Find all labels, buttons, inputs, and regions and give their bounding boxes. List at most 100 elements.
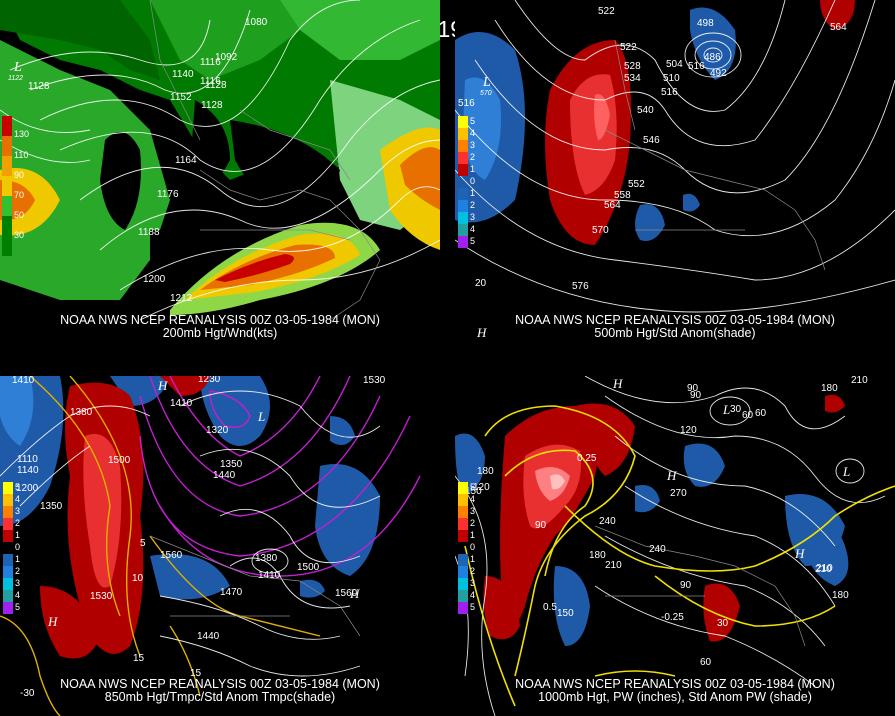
map-200mb: 1080 1092 1116 1128 1128 1140 1116 1152 …	[0, 0, 440, 340]
low-marker: L	[842, 464, 850, 479]
legend-label: 4	[15, 494, 20, 504]
contour-label: 1164	[175, 155, 197, 166]
temp-label: 15	[133, 653, 145, 664]
contour-label: 1200	[143, 274, 166, 285]
high-marker: H	[47, 614, 58, 629]
map-1000mb: 60 90 180 210 120 60 30 60 180 150 120 9…	[455, 376, 895, 716]
legend-label: 70	[14, 190, 24, 200]
low-marker: L	[482, 75, 491, 90]
legend-label: 3	[15, 578, 20, 588]
legend-label: 2	[470, 518, 475, 528]
contour-label: 1128	[28, 81, 50, 92]
legend-label: 1	[15, 554, 20, 564]
map-500mb: 522 498 522 528 534 504 516 516 510 492 …	[455, 0, 895, 340]
contour-label: 534	[624, 73, 641, 84]
contour-label: 210	[851, 376, 868, 386]
legend-label: 0	[15, 542, 20, 552]
legend-label: 130	[14, 129, 29, 139]
legend-label: 3	[470, 140, 475, 150]
contour-label: 60	[755, 408, 767, 419]
contour-label: 1140	[172, 69, 194, 80]
panel-1000mb: 60 90 180 210 120 60 30 60 180 150 120 9…	[455, 376, 895, 716]
contour-label: 552	[628, 179, 645, 190]
contour-label: 504	[666, 59, 683, 70]
temp-label: 5	[140, 538, 146, 549]
legend-label: 5	[470, 482, 475, 492]
contour-label: 1500	[108, 455, 131, 466]
contour-label: 180	[832, 590, 849, 601]
contour-label: 1350	[220, 459, 243, 470]
contour-label: 528	[624, 61, 641, 72]
contour-label: 180	[821, 383, 838, 394]
legend-label: 1	[470, 188, 475, 198]
legend-label: 5	[15, 482, 20, 492]
contour-label: 20	[475, 278, 487, 289]
legend-label: 1	[470, 554, 475, 564]
contour-label: 1380	[255, 553, 278, 564]
contour-label: 1230	[198, 376, 221, 385]
contour-label: 1140	[17, 465, 39, 476]
legend-label: 4	[470, 494, 475, 504]
legend-label: 4	[470, 128, 475, 138]
contour-label: 1380	[70, 407, 93, 418]
legend-label: 2	[15, 566, 20, 576]
contour-label: 180	[477, 466, 494, 477]
legend-label: 2	[470, 152, 475, 162]
contour-label: 546	[643, 135, 660, 146]
contour-label: 1320	[206, 425, 229, 436]
contour-label: 1188	[138, 227, 160, 238]
contour-label: 1530	[363, 376, 386, 386]
contour-label: 1440	[213, 470, 236, 481]
legend-label: 2	[470, 566, 475, 576]
legend-label: 90	[14, 170, 24, 180]
pw-label: 0.5	[543, 602, 557, 613]
contour-label: 1212	[170, 293, 193, 304]
contour-label: 90	[690, 390, 702, 401]
contour-label: 240	[649, 544, 666, 555]
contour-label: 90	[680, 580, 692, 591]
contour-label: 0.25	[577, 453, 597, 464]
legend-label: 50	[14, 210, 24, 220]
contour-label: 1350	[40, 501, 63, 512]
legend-label: 3	[470, 506, 475, 516]
contour-label: 1560	[160, 550, 183, 561]
temp-label: 10	[132, 573, 144, 584]
low-marker: L	[13, 60, 22, 75]
low-marker: L	[722, 402, 730, 417]
contour-label: 1440	[197, 631, 220, 642]
high-marker: H	[157, 378, 168, 393]
map-850mb: 1410 1230 1380 1410 1500 1320 1350 1440 …	[0, 376, 440, 716]
contour-label: 516	[661, 87, 678, 98]
contour-label: 522	[598, 6, 615, 17]
contour-label: 1530	[90, 591, 113, 602]
legend-label: 2	[15, 518, 20, 528]
legend-label: 5	[470, 116, 475, 126]
contour-label: 270	[670, 488, 687, 499]
legend-label: 3	[15, 506, 20, 516]
legend-label: 4	[470, 590, 475, 600]
panel-subcaption: 500mb Hgt/Std Anom(shade)	[455, 327, 895, 340]
legend-label: 4	[15, 590, 20, 600]
high-marker: H	[666, 468, 677, 483]
low-value: 570	[480, 90, 492, 97]
contour-label: 210	[605, 560, 622, 571]
contour-label: 492	[710, 68, 727, 79]
panel-subcaption: 200mb Hgt/Wnd(kts)	[0, 327, 440, 340]
legend-label: 1	[470, 164, 475, 174]
contour-label: 1176	[157, 189, 179, 200]
pw-label: -0.25	[661, 612, 684, 623]
contour-label: 510	[663, 73, 680, 84]
legend-label: 1	[15, 530, 20, 540]
contour-label: 576	[572, 281, 589, 292]
contour-label: 1410	[12, 376, 35, 386]
legend-label: 5	[470, 236, 475, 246]
legend-label: 0	[470, 542, 475, 552]
contour-label: 120	[680, 425, 697, 436]
contour-label: 486	[704, 52, 721, 63]
contour-label: 1152	[170, 92, 192, 103]
contour-label: 1410	[258, 570, 281, 581]
panel-subcaption: 850mb Hgt/Tmpc/Std Anom Tmpc(shade)	[0, 691, 440, 704]
contour-label: 570	[592, 225, 609, 236]
high-marker: H	[349, 586, 360, 601]
contour-label: 90	[535, 520, 547, 531]
